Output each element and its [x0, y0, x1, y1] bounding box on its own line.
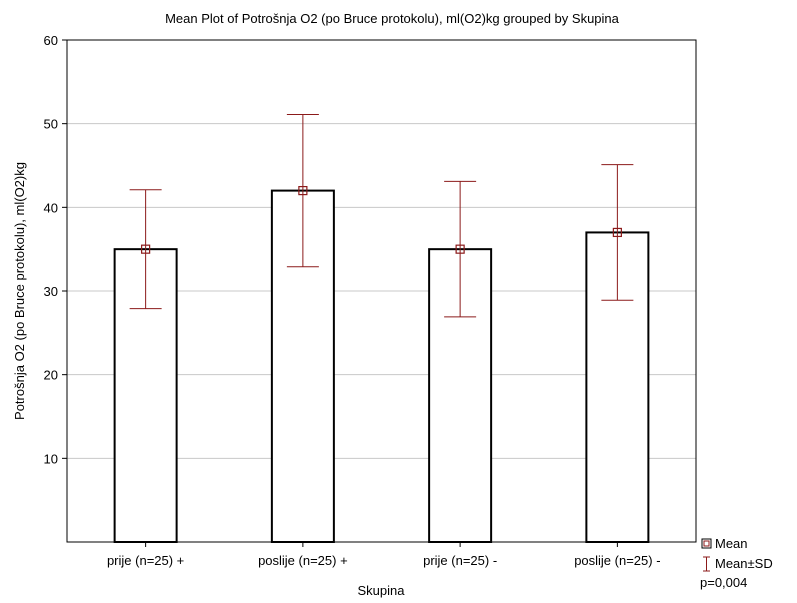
y-tick-label: 40 — [44, 200, 58, 215]
x-tick-label: prije (n=25) + — [107, 553, 184, 568]
legend-mean-swatch-icon — [703, 540, 710, 547]
x-tick-label: poslije (n=25) + — [258, 553, 348, 568]
y-tick-label: 30 — [44, 284, 58, 299]
mean-markers-group — [141, 186, 622, 254]
x-tick-label: poslije (n=25) - — [574, 553, 660, 568]
y-tick-label: 50 — [44, 117, 58, 132]
x-tick-label: prije (n=25) - — [423, 553, 497, 568]
y-axis-label: Potrošnja O2 (po Bruce protokolu), ml(O2… — [12, 162, 27, 420]
legend-mean-label: Mean — [715, 536, 748, 551]
legend: Mean Mean±SD p=0,004 — [700, 536, 773, 590]
y-tick-label: 20 — [44, 368, 58, 383]
legend-mean-swatch-outer — [701, 538, 712, 549]
mean-marker — [141, 244, 151, 254]
mean-marker — [612, 227, 622, 238]
bars-group — [113, 189, 650, 544]
y-axis-ticks: 10 20 30 40 50 60 — [44, 33, 67, 466]
y-tick-label: 10 — [44, 451, 58, 466]
p-value-label: p=0,004 — [700, 575, 747, 590]
y-tick-label: 60 — [44, 33, 58, 48]
error-bars-group — [129, 113, 634, 318]
mean-marker — [298, 186, 308, 196]
x-axis-label: Skupina — [358, 583, 406, 598]
x-axis-ticks: prije (n=25) + poslije (n=25) + prije (n=2… — [107, 542, 661, 568]
chart-title: Mean Plot of Potrošnja O2 (po Bruce prot… — [165, 11, 620, 26]
mean-marker — [455, 244, 465, 254]
legend-sd-label: Mean±SD — [715, 556, 773, 571]
